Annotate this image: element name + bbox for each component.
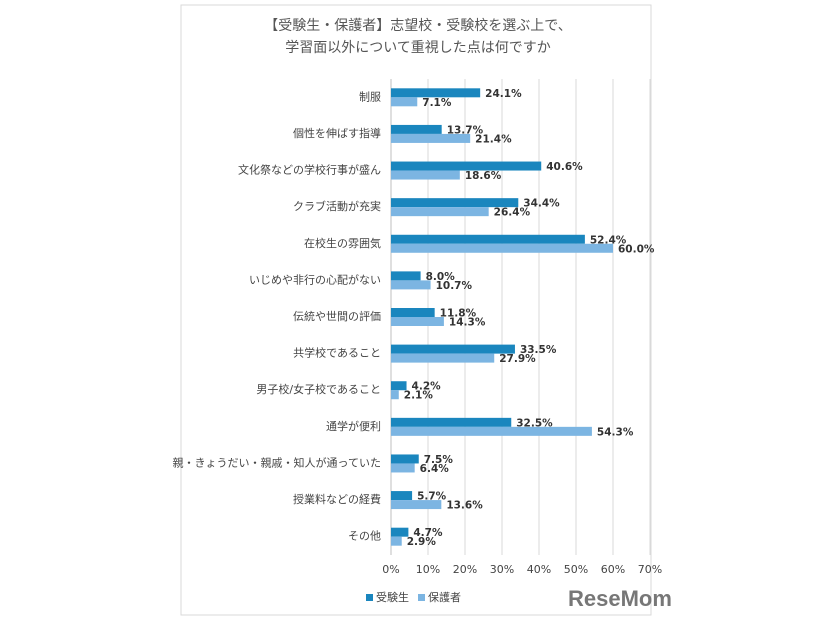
value-label: 21.4%	[475, 133, 512, 145]
chart-title: 学習面以外について重視した点は何ですか	[285, 40, 551, 56]
value-label: 33.5%	[520, 344, 557, 356]
value-label: 2.1%	[404, 390, 434, 402]
bar	[391, 271, 421, 281]
value-label: 11.8%	[440, 308, 477, 320]
bar	[391, 381, 407, 391]
value-label: 60.0%	[618, 243, 655, 255]
bar	[391, 170, 460, 180]
bar	[391, 243, 613, 253]
y-tick-label: 共学校であること	[293, 346, 381, 360]
bar	[391, 344, 515, 354]
bar	[391, 417, 512, 427]
bar	[391, 207, 489, 217]
x-tick-label: 0%	[382, 563, 399, 576]
value-label: 18.6%	[465, 170, 502, 182]
bar	[391, 133, 471, 143]
y-tick-label: 在校生の雰囲気	[304, 236, 381, 250]
y-tick-label: 授業料などの経費	[293, 492, 381, 506]
legend-label: 受験生	[376, 590, 409, 604]
bar	[391, 454, 419, 464]
value-label: 8.0%	[426, 271, 456, 283]
bar	[391, 308, 435, 317]
y-tick-label: いじめや非行の心配がない	[249, 272, 381, 286]
bar	[391, 97, 418, 107]
x-tick-label: 20%	[453, 563, 477, 576]
value-label: 5.7%	[417, 491, 447, 503]
bar	[391, 124, 442, 134]
bar	[391, 198, 519, 208]
bar	[391, 161, 542, 171]
value-label: 52.4%	[590, 234, 627, 246]
x-tick-label: 40%	[527, 563, 551, 576]
value-label: 2.9%	[407, 536, 437, 548]
x-tick-label: 70%	[638, 563, 662, 576]
x-tick-label: 10%	[416, 563, 440, 576]
legend-swatch	[418, 594, 425, 601]
bar	[391, 500, 442, 510]
y-tick-label: 伝統や世間の評価	[293, 309, 381, 323]
bar	[391, 426, 592, 436]
value-label: 10.7%	[436, 280, 473, 292]
y-tick-label: 親・きょうだい・親戚・知人が通っていた	[173, 455, 381, 469]
bar	[391, 536, 402, 546]
value-label: 32.5%	[516, 417, 553, 429]
bar	[391, 353, 495, 363]
bar	[391, 317, 444, 326]
chart-title: 【受験生・保護者】志望校・受験校を選ぶ上で、	[264, 17, 571, 34]
y-tick-label: 男子校/女子校であること	[256, 382, 381, 396]
value-label: 54.3%	[597, 426, 634, 438]
y-tick-label: 個性を伸ばす指導	[293, 126, 381, 140]
y-tick-label: 制服	[359, 90, 381, 103]
value-label: 26.4%	[494, 207, 531, 219]
bar	[391, 527, 409, 537]
value-label: 4.2%	[412, 381, 442, 393]
value-label: 7.1%	[422, 97, 452, 109]
y-tick-label: その他	[348, 530, 381, 543]
value-label: 34.4%	[523, 198, 560, 210]
bar	[391, 88, 481, 98]
bar	[391, 280, 431, 290]
legend-swatch	[366, 594, 373, 601]
bar	[391, 463, 415, 473]
x-tick-label: 50%	[564, 563, 588, 576]
value-label: 13.7%	[447, 124, 484, 136]
value-label: 4.7%	[413, 527, 443, 539]
y-tick-label: 文化祭などの学校行事が盛ん	[238, 163, 381, 177]
bar	[391, 234, 585, 244]
x-tick-label: 60%	[601, 563, 625, 576]
value-label: 7.5%	[424, 454, 454, 466]
value-label: 27.9%	[499, 353, 536, 365]
value-label: 6.4%	[420, 463, 450, 475]
logo: ReseMom	[568, 586, 672, 611]
value-label: 40.6%	[546, 161, 583, 173]
legend-label: 保護者	[428, 590, 461, 604]
value-label: 14.3%	[449, 317, 486, 329]
y-tick-label: クラブ活動が充実	[293, 199, 381, 213]
bar	[391, 491, 413, 501]
x-tick-label: 30%	[490, 563, 514, 576]
bar	[391, 390, 399, 400]
value-label: 24.1%	[485, 88, 522, 100]
y-tick-label: 通学が便利	[326, 419, 381, 433]
value-label: 13.6%	[446, 500, 483, 512]
